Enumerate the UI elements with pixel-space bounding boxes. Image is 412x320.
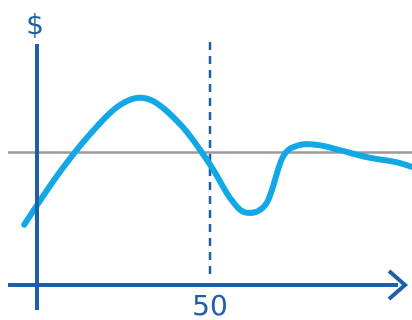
x-tick-label: 50 xyxy=(192,289,228,320)
y-axis-label: $ xyxy=(26,8,44,41)
series-line xyxy=(21,94,412,228)
x-axis-arrow xyxy=(387,269,409,301)
